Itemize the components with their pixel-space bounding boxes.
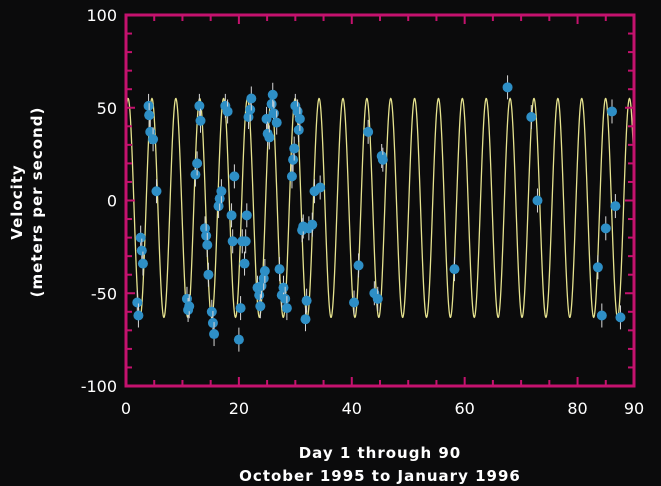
data-point [610,201,621,212]
data-point [255,301,266,312]
data-point [307,219,318,230]
x-tick-label: 0 [121,399,131,418]
y-tick-label: 0 [107,192,117,211]
data-point [615,312,626,323]
y-tick-label: 50 [97,99,117,118]
data-point [148,134,159,145]
x-tick-label: 20 [229,399,249,418]
data-point [267,89,278,100]
y-axis-title: Velocity (meters per second) [8,107,46,298]
x-tick-label: 60 [454,399,474,418]
y-axis-title-line2: (meters per second) [28,107,46,298]
data-point [300,314,311,325]
data-point [363,126,374,137]
data-point [289,143,300,154]
x-tick-label: 40 [342,399,362,418]
data-point [194,100,205,111]
data-point [144,110,155,121]
data-point [222,106,233,117]
data-point [246,93,257,104]
data-point [377,154,388,165]
data-point [241,210,252,221]
data-point [592,262,603,273]
data-point [229,171,240,182]
data-point [226,210,237,221]
data-point [294,113,305,124]
data-point [286,171,297,182]
x-axis-title-line1: Day 1 through 90 [299,444,462,462]
data-point [271,117,282,128]
data-point [606,106,617,117]
data-point [213,201,224,212]
data-point [526,112,537,123]
data-point [264,132,275,143]
data-point [532,195,543,206]
data-point [274,264,285,275]
data-point [258,273,269,284]
tick-labels-layer: 0 20 40 60 80 90 100 50 0 -50 -100 [81,6,644,418]
data-point [195,115,206,126]
data-point [293,125,304,136]
data-point [254,290,265,301]
data-point [261,113,272,124]
data-points-layer [132,75,626,352]
data-point [245,104,256,115]
data-point [266,99,277,110]
data-point [227,236,238,247]
data-point [184,301,195,312]
data-point [315,182,326,193]
data-point [190,169,201,180]
data-point [301,295,312,306]
data-point [207,317,218,328]
data-point [135,232,146,243]
data-point [133,310,144,321]
data-point [136,245,147,256]
plot-area [126,15,634,386]
data-point [596,310,607,321]
y-tick-label: 100 [86,6,117,25]
data-point [137,258,148,269]
data-point [132,297,143,308]
data-point [349,297,360,308]
ticks-layer [125,14,635,387]
y-tick-label: -100 [81,377,117,396]
data-point [268,108,279,119]
data-point [281,303,292,314]
data-point [259,265,270,276]
data-point [201,230,212,241]
data-point [288,154,299,165]
y-axis-title-line1: Velocity [8,164,26,239]
data-point [202,240,213,251]
data-point [233,334,244,345]
data-point [449,264,460,275]
x-tick-label: 90 [624,399,644,418]
data-point [353,260,364,271]
data-point [200,223,211,234]
data-point [235,303,246,314]
x-axis-title-line2: October 1995 to January 1996 [239,467,521,485]
data-point [600,223,611,234]
data-point [280,293,291,304]
data-point [502,82,513,93]
data-point [372,293,383,304]
data-point [216,186,227,197]
data-point [209,329,220,340]
y-tick-label: -50 [91,284,117,303]
data-point [239,258,250,269]
data-point [278,282,289,293]
data-point [240,236,251,247]
data-point [206,306,217,317]
data-point [192,158,203,169]
x-tick-label: 80 [567,399,587,418]
data-point [143,100,154,111]
data-point [151,186,162,197]
data-point [203,269,214,280]
